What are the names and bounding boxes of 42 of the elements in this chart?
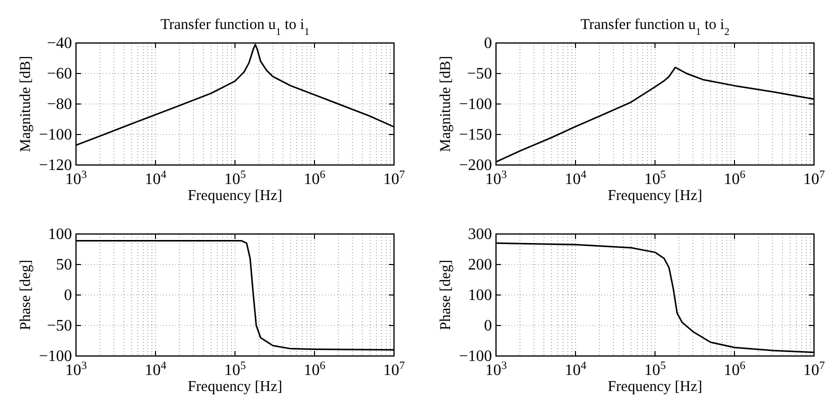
chart-title: Transfer function u$_{1}$ to i$_{1}$ <box>160 17 310 38</box>
y-axis-title: Magnitude [dB] <box>18 56 34 152</box>
y-tick-label: −60 <box>46 66 72 82</box>
y-tick-label: 300 <box>468 226 492 243</box>
y-tick-label: −50 <box>466 66 492 82</box>
y-tick-label: 200 <box>468 256 492 274</box>
x-tick-label: 10$^{4}$ <box>564 169 587 188</box>
x-axis-title: Frequency [Hz] <box>608 379 702 395</box>
chart-title: Transfer function u$_{1}$ to i$_{2}$ <box>580 17 730 38</box>
y-tick-label: −100 <box>38 126 72 144</box>
y-axis-title: Phase [deg] <box>438 260 454 330</box>
y-tick-label: 100 <box>468 287 492 304</box>
y-axis-title: Phase [deg] <box>18 260 34 330</box>
x-tick-label: 10$^{7}$ <box>383 360 406 379</box>
y-tick-label: 0 <box>484 318 492 334</box>
y-tick-label: −100 <box>458 96 492 113</box>
x-axis-title: Frequency [Hz] <box>188 188 282 204</box>
x-axis-title: Frequency [Hz] <box>608 188 702 204</box>
x-tick-label: 10$^{7}$ <box>383 169 406 188</box>
y-tick-label: 0 <box>484 35 492 52</box>
y-tick-label: −50 <box>46 318 72 334</box>
y-tick-label: 50 <box>56 256 72 274</box>
x-tick-label: 10$^{6}$ <box>304 360 326 379</box>
y-tick-label: 0 <box>64 287 72 304</box>
x-axis-title: Frequency [Hz] <box>188 379 282 395</box>
y-tick-label: −150 <box>458 126 492 144</box>
y-tick-label: −80 <box>46 96 72 113</box>
x-tick-label: 10$^{5}$ <box>224 360 246 379</box>
x-tick-label: 10$^{5}$ <box>644 360 666 379</box>
x-tick-label: 10$^{5}$ <box>224 169 246 188</box>
y-axis-title: Magnitude [dB] <box>438 56 454 152</box>
x-tick-label: 10$^{4}$ <box>144 169 167 188</box>
y-tick-label: −40 <box>46 35 72 52</box>
x-tick-label: 10$^{7}$ <box>803 360 826 379</box>
x-tick-label: 10$^{7}$ <box>803 169 826 188</box>
x-tick-label: 10$^{4}$ <box>564 360 587 379</box>
x-tick-label: 10$^{5}$ <box>644 169 666 188</box>
x-tick-label: 10$^{4}$ <box>144 360 167 379</box>
x-tick-label: 10$^{6}$ <box>724 169 746 188</box>
x-tick-label: 10$^{6}$ <box>724 360 746 379</box>
x-tick-label: 10$^{6}$ <box>304 169 326 188</box>
y-tick-label: 100 <box>48 226 72 243</box>
